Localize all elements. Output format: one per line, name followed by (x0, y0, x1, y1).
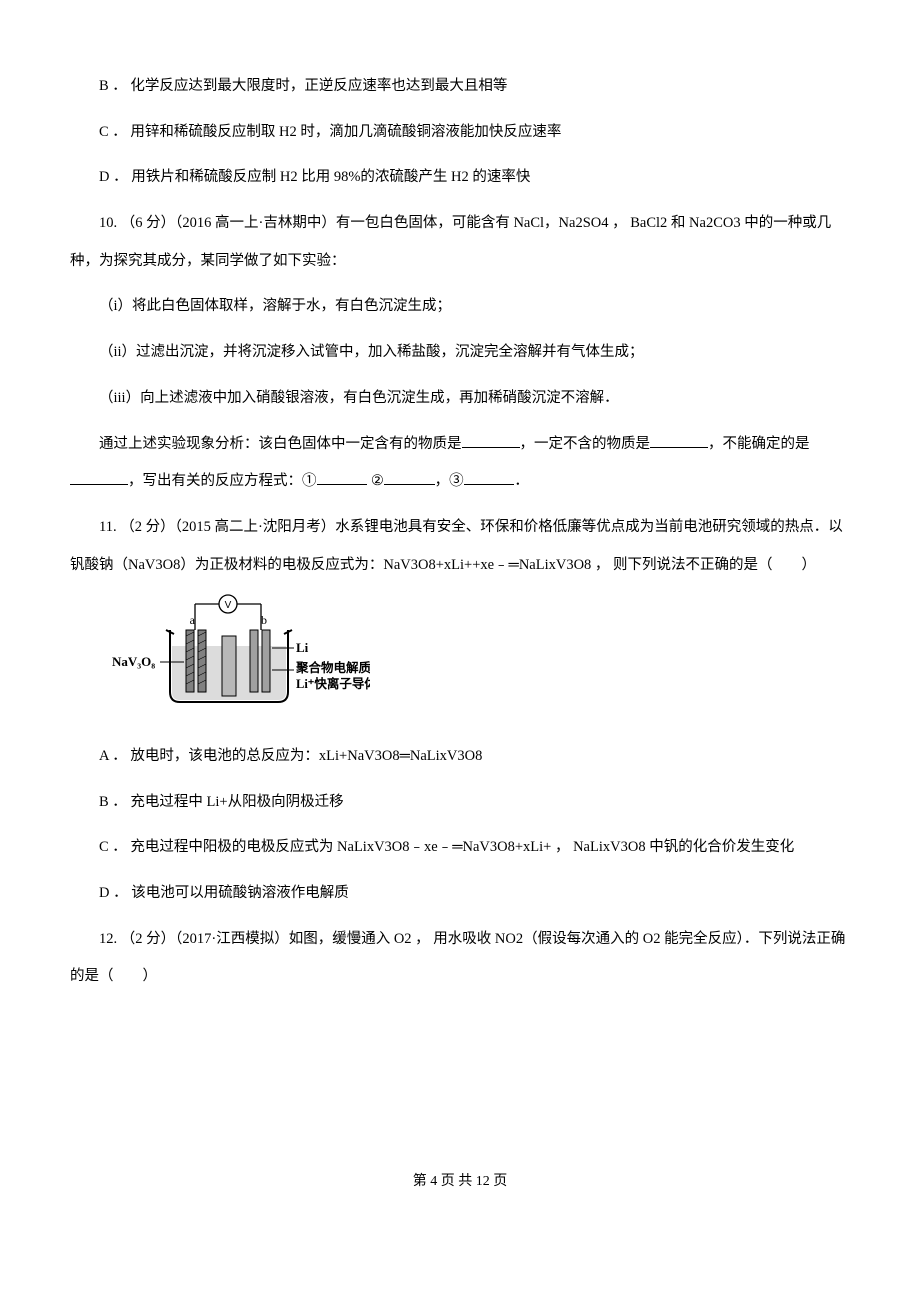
terminal-b-label: b (261, 613, 267, 627)
q11-option-d: D ． 该电池可以用硫酸钠溶液作电解质 (70, 875, 850, 913)
blank-2 (650, 432, 708, 448)
q10-period: ． (514, 473, 529, 489)
q12-stem: 12. （2 分）（2017·江西模拟）如图，缓慢通入 O2 ， 用水吸收 NO… (70, 921, 850, 996)
q10-comma: ，③ (435, 473, 464, 489)
q10-result-mid1: ，一定不含的物质是 (520, 436, 651, 452)
q10-result: 通过上述实验现象分析：该白色固体中一定含有的物质是 ，一定不含的物质是 ，不能确定的… (70, 426, 850, 501)
q10-result-mid2: ，不能确定的是 (708, 436, 810, 452)
electrolyte-label-1: 聚合物电解质 (295, 660, 370, 675)
q9-option-b: B ． 化学反应达到最大限度时，正逆反应速率也达到最大且相等 (70, 68, 850, 106)
separator (222, 636, 236, 696)
document-page: B ． 化学反应达到最大限度时，正逆反应速率也达到最大且相等 C ． 用锌和稀硫… (0, 0, 920, 1220)
q9-option-d: D ． 用铁片和稀硫酸反应制 H2 比用 98%的浓硫酸产生 H2 的速率快 (70, 159, 850, 197)
blank-4 (317, 470, 368, 486)
right-electrode-1 (250, 630, 258, 692)
q11-option-b: B ． 充电过程中 Li+从阳极向阴极迁移 (70, 784, 850, 822)
blank-5 (384, 470, 435, 486)
page-footer: 第 4 页 共 12 页 (70, 1164, 850, 1220)
q11-option-a: A ． 放电时，该电池的总反应为：xLi+NaV3O8═NaLixV3O8 (70, 738, 850, 776)
q11-stem: 11. （2 分）（2015 高二上·沈阳月考）水系锂电池具有安全、环保和价格低… (70, 509, 850, 584)
q10-result-pre: 通过上述实验现象分析：该白色固体中一定含有的物质是 (99, 436, 462, 452)
q11-option-c: C ． 充电过程中阳极的电极反应式为 NaLixV3O8﹣xe﹣═NaV3O8+… (70, 829, 850, 867)
right-electrode-2 (262, 630, 270, 692)
q11-diagram: V a b (110, 592, 850, 728)
anode-label: Li (296, 640, 309, 655)
q10-step-i: （i）将此白色固体取样，溶解于水，有白色沉淀生成； (70, 288, 850, 326)
blank-1 (462, 432, 520, 448)
blank-6 (464, 470, 515, 486)
left-electrode-1 (186, 630, 194, 692)
q10-stem: 10. （6 分）（2016 高一上·吉林期中）有一包白色固体，可能含有 NaC… (70, 205, 850, 280)
electrolyte-label-2: Li⁺快离子导体 (296, 676, 370, 691)
q9-option-c: C ． 用锌和稀硫酸反应制取 H2 时，滴加几滴硫酸铜溶液能加快反应速率 (70, 114, 850, 152)
left-electrode-2 (198, 630, 206, 692)
terminal-a-label: a (190, 613, 196, 627)
q10-stem-text: 10. （6 分）（2016 高一上·吉林期中）有一包白色固体，可能含有 NaC… (70, 215, 831, 269)
battery-diagram-svg: V a b (110, 592, 370, 712)
q10-step-ii: （ii）过滤出沉淀，并将沉淀移入试管中，加入稀盐酸，沉淀完全溶解并有气体生成； (70, 334, 850, 372)
meter-label: V (225, 600, 232, 611)
cathode-label: NaV₃O₈ (112, 654, 155, 669)
q10-step-iii: （iii）向上述滤液中加入硝酸银溶液，有白色沉淀生成，再加稀硝酸沉淀不溶解． (70, 380, 850, 418)
blank-3 (70, 470, 128, 486)
q10-circled2: ② (371, 473, 384, 489)
q10-result-mid3: ，写出有关的反应方程式：① (128, 473, 317, 489)
